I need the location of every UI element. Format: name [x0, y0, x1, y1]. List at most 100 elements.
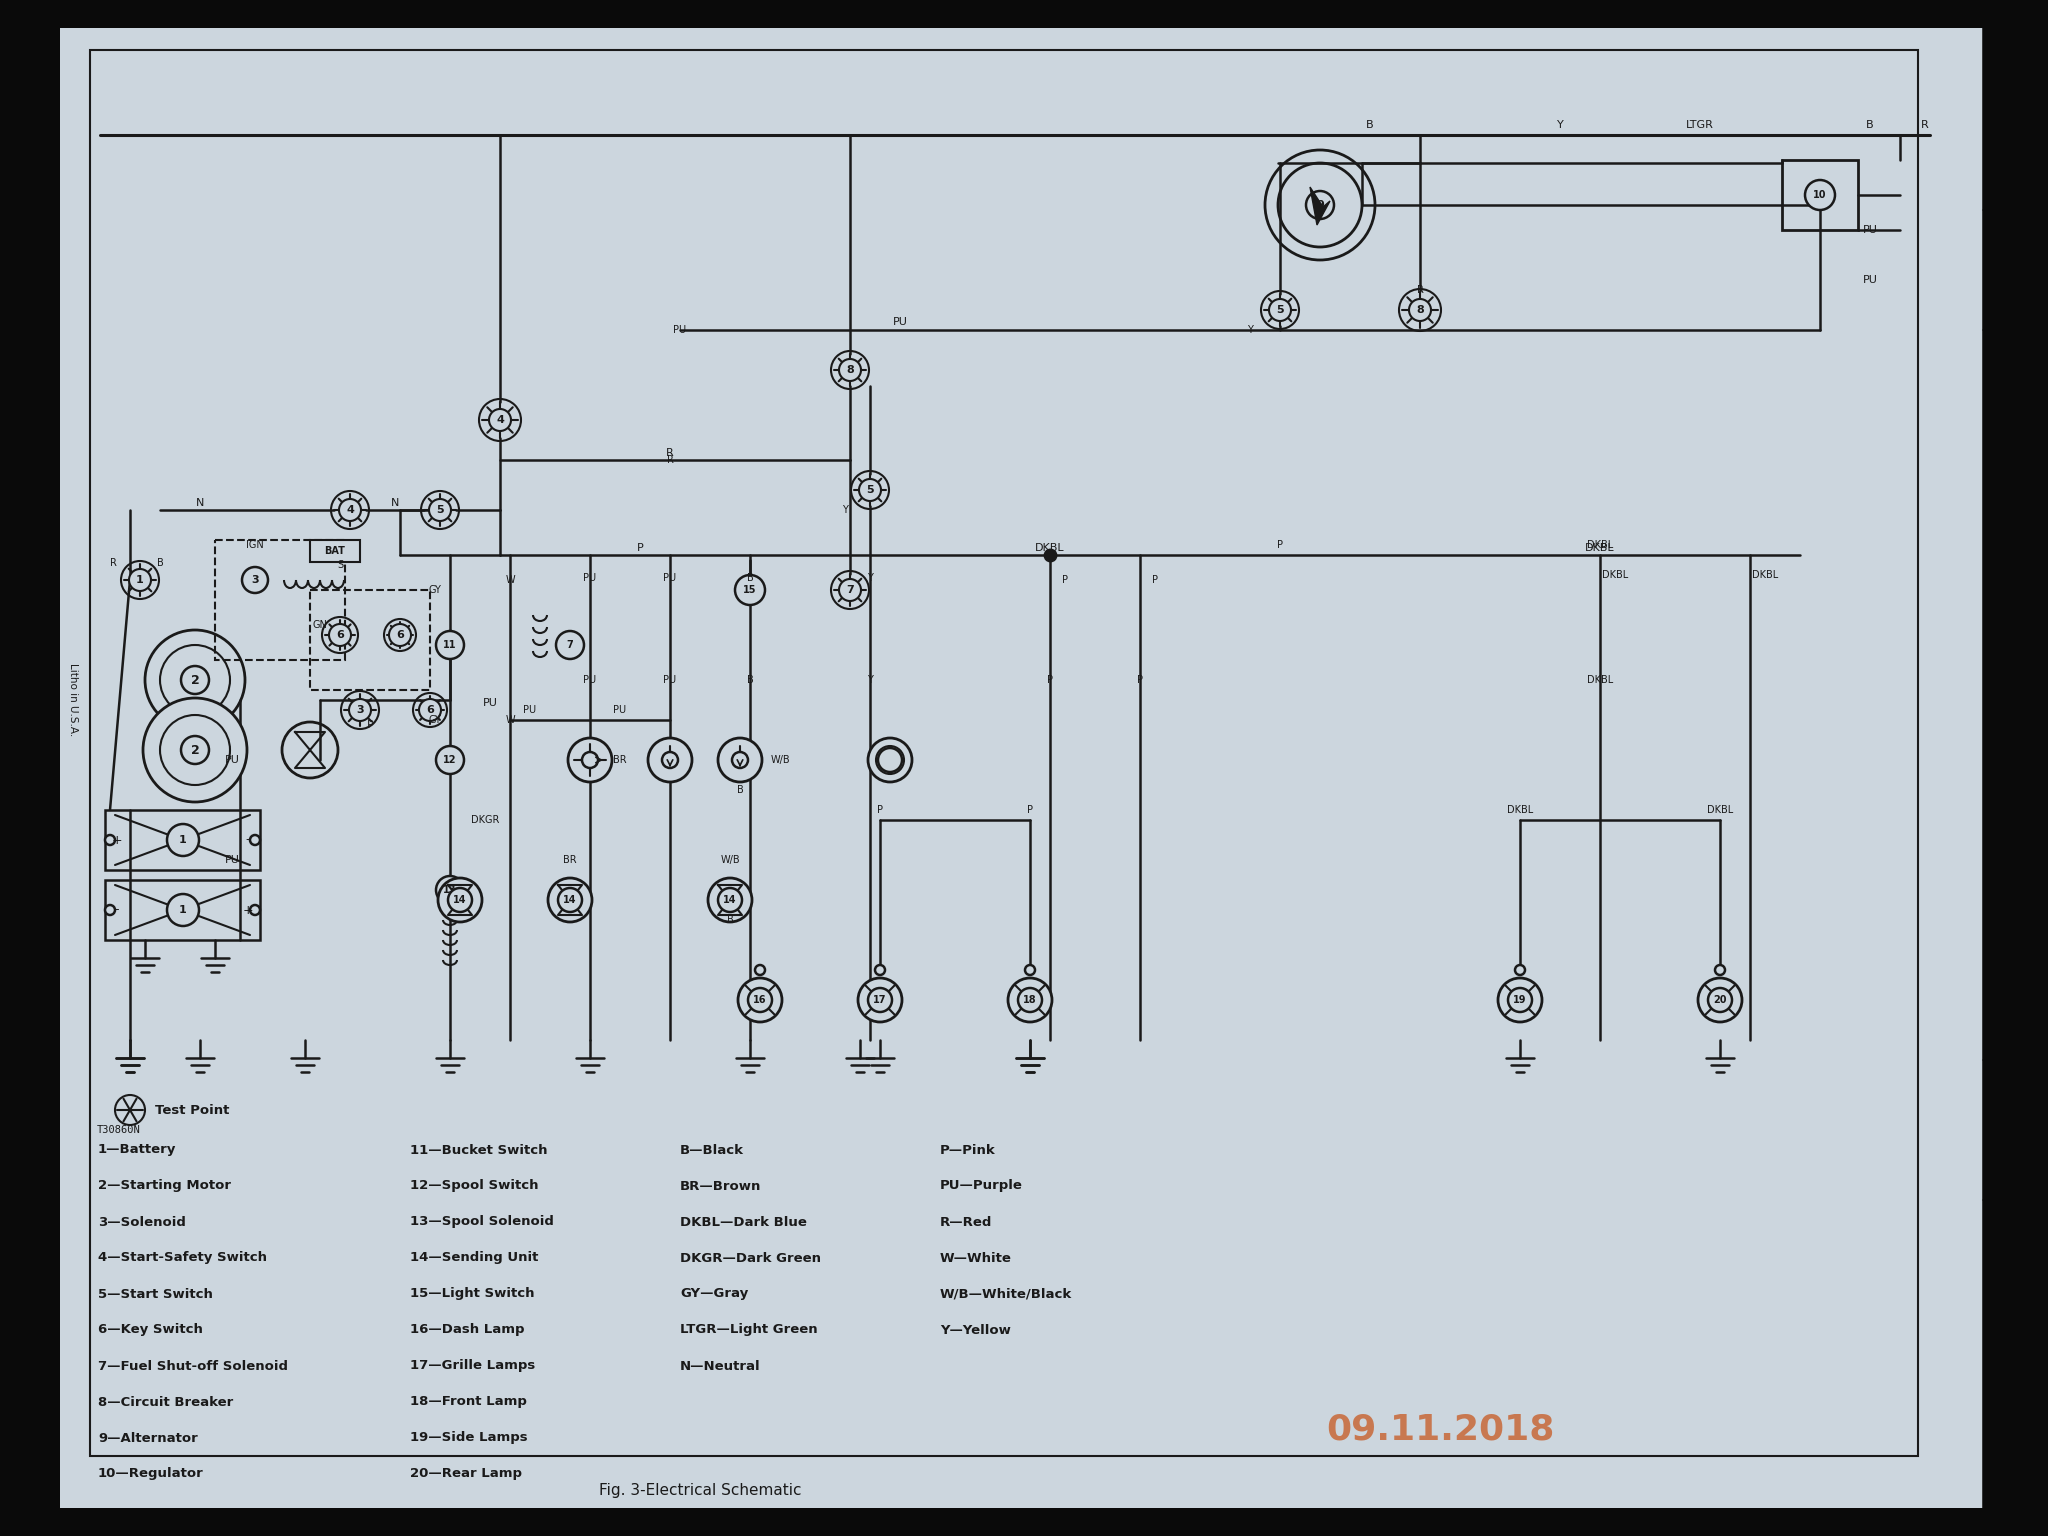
- Text: DKBL: DKBL: [1587, 674, 1614, 685]
- Circle shape: [420, 699, 440, 720]
- Text: 09.11.2018: 09.11.2018: [1325, 1413, 1554, 1447]
- Text: DKBL: DKBL: [1587, 541, 1614, 550]
- Text: 17: 17: [872, 995, 887, 1005]
- Text: 6: 6: [426, 705, 434, 714]
- Text: 3—Solenoid: 3—Solenoid: [98, 1215, 186, 1229]
- Text: 7—Fuel Shut-off Solenoid: 7—Fuel Shut-off Solenoid: [98, 1359, 289, 1373]
- Text: 19—Side Lamps: 19—Side Lamps: [410, 1432, 528, 1444]
- Circle shape: [868, 737, 911, 782]
- Text: P: P: [1151, 574, 1157, 585]
- Text: PU: PU: [893, 316, 907, 327]
- Text: Y: Y: [1247, 326, 1253, 335]
- Text: T30860N: T30860N: [96, 1124, 141, 1135]
- Text: 9: 9: [1317, 200, 1323, 210]
- Text: 4: 4: [496, 415, 504, 425]
- Circle shape: [283, 722, 338, 779]
- Text: 7: 7: [567, 641, 573, 650]
- Circle shape: [180, 736, 209, 763]
- Text: 5: 5: [866, 485, 874, 495]
- Text: B: B: [1866, 120, 1874, 131]
- Text: PU: PU: [674, 326, 686, 335]
- Text: PU: PU: [664, 573, 676, 584]
- Text: B: B: [1366, 120, 1374, 131]
- Text: 8: 8: [846, 366, 854, 375]
- Text: P: P: [1278, 541, 1282, 550]
- Text: 2: 2: [190, 743, 199, 757]
- Text: B: B: [748, 674, 754, 685]
- Text: Y: Y: [866, 573, 872, 584]
- Text: DKBL: DKBL: [1751, 570, 1778, 581]
- Circle shape: [1497, 978, 1542, 1021]
- Text: PU: PU: [1862, 224, 1878, 235]
- Text: 8: 8: [1415, 306, 1423, 315]
- Text: 4: 4: [346, 505, 354, 515]
- Text: 16: 16: [754, 995, 766, 1005]
- Circle shape: [731, 753, 748, 768]
- Bar: [90, 51, 1919, 1456]
- Circle shape: [348, 699, 371, 720]
- Text: 16—Dash Lamp: 16—Dash Lamp: [410, 1324, 524, 1336]
- Text: LTGR—Light Green: LTGR—Light Green: [680, 1324, 817, 1336]
- Text: W: W: [506, 714, 514, 725]
- Text: 17—Grille Lamps: 17—Grille Lamps: [410, 1359, 535, 1373]
- Circle shape: [874, 965, 885, 975]
- Text: 2: 2: [190, 673, 199, 687]
- Text: BR: BR: [612, 756, 627, 765]
- Text: 15: 15: [743, 585, 758, 594]
- Circle shape: [436, 631, 465, 659]
- Text: PU: PU: [1862, 275, 1878, 286]
- Text: Test Point: Test Point: [156, 1103, 229, 1117]
- Text: W/B—White/Black: W/B—White/Black: [940, 1287, 1073, 1301]
- Text: DKBL: DKBL: [1585, 544, 1614, 553]
- Text: LTGR: LTGR: [1686, 120, 1714, 131]
- Text: 1: 1: [178, 836, 186, 845]
- Circle shape: [582, 753, 598, 768]
- Text: -: -: [246, 834, 250, 846]
- Circle shape: [330, 624, 350, 647]
- Text: P—Pink: P—Pink: [940, 1143, 995, 1157]
- Text: B—Black: B—Black: [680, 1143, 743, 1157]
- Text: R—Red: R—Red: [940, 1215, 993, 1229]
- Circle shape: [735, 574, 766, 605]
- Text: GY: GY: [428, 714, 442, 725]
- Text: 1: 1: [178, 905, 186, 915]
- Text: B: B: [737, 785, 743, 796]
- Text: Y: Y: [866, 674, 872, 685]
- Bar: [0, 0, 2048, 28]
- Text: Crawlers - JD450-B: Crawlers - JD450-B: [2007, 81, 2017, 198]
- Circle shape: [250, 905, 260, 915]
- Text: P: P: [637, 544, 643, 553]
- Circle shape: [180, 667, 209, 694]
- Text: 13—Spool Solenoid: 13—Spool Solenoid: [410, 1215, 553, 1229]
- Text: P: P: [1137, 674, 1143, 685]
- Text: 10: 10: [1812, 190, 1827, 200]
- Text: 8—Circuit Breaker: 8—Circuit Breaker: [98, 1396, 233, 1409]
- Circle shape: [868, 988, 893, 1012]
- Circle shape: [555, 631, 584, 659]
- Text: PU: PU: [584, 573, 596, 584]
- Text: 11: 11: [442, 641, 457, 650]
- Text: 5: 5: [436, 505, 444, 515]
- Circle shape: [840, 579, 860, 601]
- Bar: [1982, 0, 2048, 1536]
- Circle shape: [143, 697, 248, 802]
- Text: R: R: [666, 449, 674, 458]
- Text: 1: 1: [135, 574, 143, 585]
- Circle shape: [647, 737, 692, 782]
- Text: 15—Light Switch: 15—Light Switch: [410, 1287, 535, 1301]
- Text: DKBL: DKBL: [1706, 805, 1733, 816]
- Circle shape: [242, 567, 268, 593]
- Text: Fig. 3-Electrical Schematic: Fig. 3-Electrical Schematic: [598, 1482, 801, 1498]
- Text: DKBL: DKBL: [1602, 570, 1628, 581]
- Polygon shape: [1311, 187, 1329, 224]
- Bar: [1982, 28, 2042, 1508]
- Text: 7: 7: [846, 585, 854, 594]
- Text: +: +: [113, 834, 123, 846]
- Text: W—White: W—White: [940, 1252, 1012, 1264]
- Circle shape: [436, 746, 465, 774]
- Circle shape: [438, 879, 481, 922]
- Circle shape: [449, 888, 471, 912]
- Circle shape: [756, 965, 766, 975]
- Circle shape: [1516, 965, 1526, 975]
- Text: IGN: IGN: [246, 541, 264, 550]
